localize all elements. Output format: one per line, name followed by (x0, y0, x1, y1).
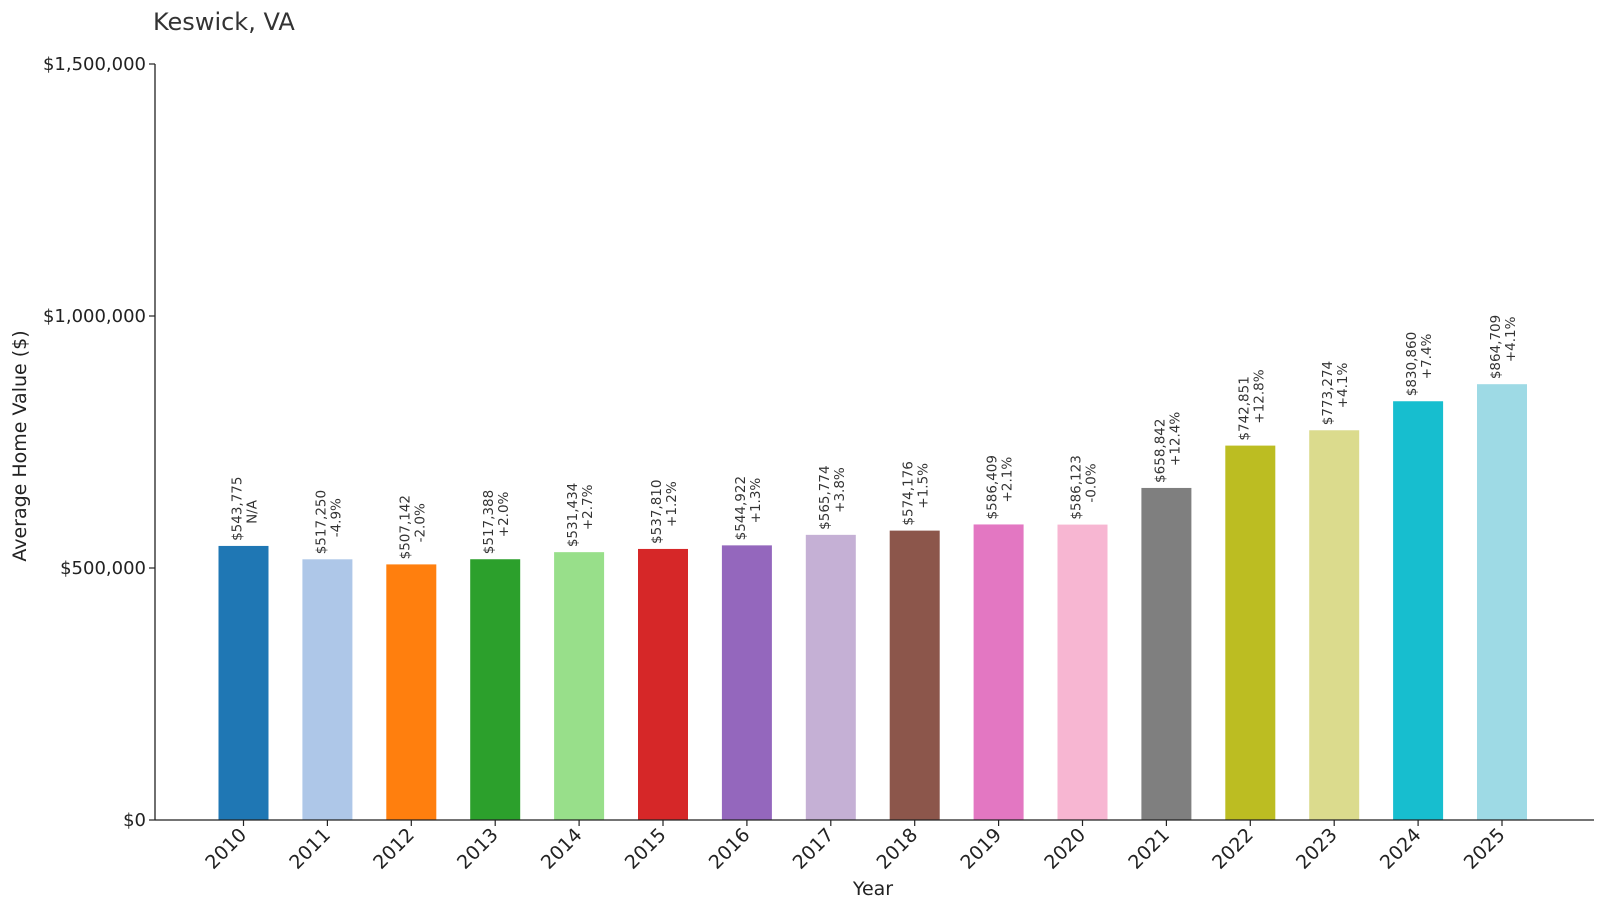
chart-title: Keswick, VA (153, 8, 295, 36)
change-label: -4.9% (328, 498, 344, 537)
x-tick-label: 2022 (1208, 824, 1258, 874)
bar-2016 (721, 545, 772, 820)
change-label: +7.4% (1419, 333, 1435, 379)
value-label: $507,142 (397, 495, 413, 559)
bars-group (218, 384, 1527, 820)
y-tick-label: $0 (123, 810, 146, 831)
value-label: $531,434 (565, 483, 581, 547)
x-tick-label: 2015 (621, 824, 671, 874)
change-label: +1.5% (916, 463, 932, 509)
x-tick-label: 2017 (789, 824, 839, 874)
change-label: +2.7% (580, 484, 596, 530)
bar-2018 (889, 530, 940, 820)
bar-2019 (973, 524, 1024, 820)
change-label: +3.8% (832, 467, 848, 513)
value-label: $574,176 (901, 461, 917, 525)
x-tick-label: 2021 (1124, 824, 1174, 874)
bar-2011 (302, 559, 353, 820)
x-tick-label: 2023 (1292, 824, 1342, 874)
value-label: $586,409 (985, 455, 1001, 519)
value-label: $517,250 (313, 490, 329, 554)
bar-2014 (554, 552, 605, 820)
value-label: $544,922 (733, 476, 749, 540)
x-tick-label: 2010 (201, 824, 251, 874)
change-label: +1.2% (664, 481, 680, 527)
change-label: N/A (245, 499, 261, 524)
value-label: $517,388 (481, 490, 497, 554)
bar-2017 (805, 534, 856, 820)
x-tick-label: 2011 (285, 824, 335, 874)
bar-2012 (386, 564, 437, 820)
bar-2025 (1477, 384, 1527, 820)
change-label: -0.0% (1084, 463, 1100, 502)
bar-2021 (1141, 487, 1192, 820)
bar-2013 (470, 559, 521, 820)
x-tick-label: 2014 (537, 824, 587, 874)
value-label: $543,775 (230, 477, 246, 541)
value-label: $773,274 (1320, 361, 1336, 425)
y-tick-label: $500,000 (60, 558, 146, 579)
x-axis-ticks: 2010 2011 2012 2013 2014 2015 2016 2017 2018 2019… (201, 820, 1510, 874)
value-label: $864,709 (1488, 315, 1504, 379)
y-tick-label: $1,000,000 (43, 306, 146, 327)
change-label: +4.1% (1335, 362, 1351, 408)
bar-2023 (1309, 430, 1360, 820)
x-tick-label: 2020 (1040, 824, 1090, 874)
y-axis-ticks: $0 $500,000 $1,000,000 $1,500,000 (43, 54, 155, 831)
bar-2022 (1225, 445, 1276, 820)
value-label: $658,842 (1152, 419, 1168, 483)
bar-2015 (638, 548, 688, 820)
x-tick-label: 2025 (1460, 824, 1510, 874)
bar-2010 (218, 545, 269, 820)
data-labels-group: $543,775 N/A $517,250 -4.9% $507,142 -2.0% $51… (230, 315, 1520, 560)
value-label: $742,851 (1236, 376, 1252, 440)
x-tick-label: 2019 (956, 824, 1006, 874)
x-tick-label: 2016 (705, 824, 755, 874)
change-label: +2.1% (1000, 457, 1016, 503)
change-label: +2.0% (496, 491, 512, 537)
bar-2020 (1057, 524, 1108, 820)
x-axis-label: Year (852, 878, 893, 900)
x-tick-label: 2024 (1376, 824, 1426, 874)
change-label: -2.0% (412, 503, 428, 542)
bar-2024 (1393, 401, 1444, 820)
change-label: +1.3% (748, 478, 764, 524)
value-label: $537,810 (649, 480, 665, 544)
change-label: +12.4% (1167, 412, 1183, 466)
x-tick-label: 2018 (872, 824, 922, 874)
y-axis-label: Average Home Value ($) (9, 330, 31, 561)
x-tick-label: 2013 (453, 824, 503, 874)
y-tick-label: $1,500,000 (43, 54, 146, 75)
value-label: $586,123 (1069, 455, 1085, 519)
x-tick-label: 2012 (369, 824, 419, 874)
value-label: $565,774 (817, 465, 833, 529)
value-label: $830,860 (1404, 332, 1420, 396)
change-label: +4.1% (1503, 316, 1519, 362)
change-label: +12.8% (1251, 369, 1267, 423)
